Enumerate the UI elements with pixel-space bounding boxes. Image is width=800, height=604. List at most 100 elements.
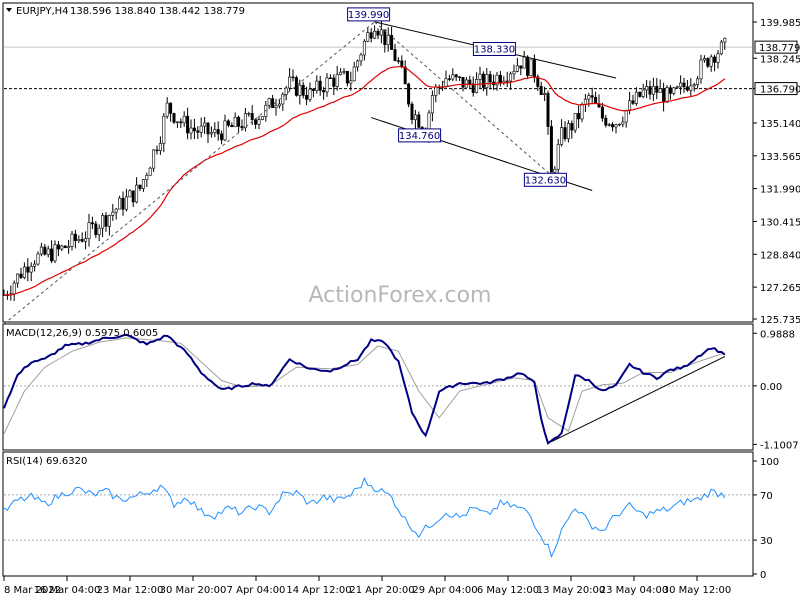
price-axis-label: 131.990 (760, 185, 800, 196)
candle-body (179, 121, 183, 124)
candle-body (233, 116, 237, 128)
candle-body (114, 208, 118, 213)
dropdown-triangle-icon[interactable] (6, 8, 12, 12)
candle-body (172, 113, 176, 123)
candle-body (376, 30, 380, 36)
candle-body (396, 60, 400, 62)
time-axis-label: 30 Mar 20:00 (160, 585, 227, 596)
candle-body (335, 74, 339, 87)
candle-body (451, 74, 455, 80)
candle-body (386, 35, 390, 45)
candle-body (645, 86, 649, 91)
candle-body (611, 124, 615, 128)
candle-body (223, 120, 227, 141)
candle-body (430, 95, 434, 114)
candle-body (33, 263, 37, 267)
candle-body (267, 98, 271, 106)
price-axis-label: 127.265 (760, 283, 800, 294)
candle-body (128, 190, 132, 198)
candle-body (665, 87, 669, 103)
candle-body (294, 77, 298, 96)
candle-body (325, 77, 329, 93)
candle-body (169, 102, 173, 114)
candle-body (359, 54, 363, 62)
time-axis-label: 13 May 20:00 (537, 585, 606, 596)
candle-body (617, 123, 621, 126)
macd-line (3, 333, 726, 445)
price-annotation-label: 139.990 (348, 10, 389, 21)
candle-body (107, 215, 111, 227)
price-title: EURJPY,H4 (16, 6, 69, 17)
candle-body (532, 59, 536, 78)
rsi-axis-label: 0 (760, 570, 766, 581)
macd-axis-label: 0.9888 (760, 329, 795, 340)
candle-body (209, 132, 213, 135)
candle-body (339, 71, 343, 75)
candle-body (281, 94, 285, 105)
candle-body (614, 124, 618, 128)
candle-body (583, 98, 587, 105)
price-axis-label: 136.790 (760, 85, 800, 96)
rsi-axis-label: 70 (760, 491, 773, 502)
price-axis-label: 133.565 (760, 152, 800, 163)
candle-body (29, 266, 33, 273)
candle-body (526, 56, 530, 76)
candle-body (87, 222, 91, 239)
candle-body (519, 65, 523, 69)
candle-body (407, 83, 411, 105)
candle-body (216, 129, 220, 135)
candle-body (699, 59, 703, 80)
axis-layer: 139.985 138.245 136.790 135.140 133.565 131.9… (3, 18, 800, 596)
candle-body (641, 89, 645, 97)
candle-body (332, 77, 336, 87)
candle-body (651, 85, 655, 95)
candle-body (682, 82, 686, 88)
candle-body (512, 71, 516, 75)
candle-body (495, 74, 499, 86)
candle-body (594, 96, 598, 104)
candle-body (444, 78, 448, 88)
candle-body (529, 59, 533, 76)
macd-axis-label: -1.1007 (760, 440, 799, 451)
candle-body (624, 110, 628, 123)
candle-body (668, 87, 672, 94)
candle-body (152, 149, 156, 169)
candle-body (600, 106, 604, 119)
candle-body (458, 76, 462, 78)
candle-body (22, 266, 26, 278)
ohlc-readout: 138.596 138.840 138.442 138.779 (70, 6, 245, 17)
candle-body (271, 98, 275, 108)
time-axis-label: 8 Mar 2022 (4, 585, 61, 596)
candle-body (118, 197, 122, 210)
candle-body (471, 83, 475, 93)
candle-body (362, 40, 366, 56)
candle-body (43, 246, 47, 255)
candle-body (162, 115, 166, 144)
time-axis-label: 7 Apr 04:00 (227, 585, 286, 596)
price-axis-label: 138.245 (760, 54, 800, 65)
candle-body (90, 222, 94, 225)
time-axis-label: 21 Apr 20:00 (349, 585, 414, 596)
candle-body (36, 253, 40, 265)
price-panel (2, 2, 754, 323)
rsi-line (3, 476, 726, 559)
candle-body (318, 80, 322, 91)
candle-body (124, 196, 128, 210)
candle-body (104, 215, 108, 227)
candle-body (383, 29, 387, 45)
candle-body (505, 80, 509, 83)
time-axis-label: 23 Mar 12:00 (97, 585, 164, 596)
candle-body (478, 73, 482, 80)
candle-body (342, 71, 346, 73)
candle-body (345, 71, 349, 84)
candle-body (369, 32, 373, 39)
candle-body (461, 77, 465, 88)
watermark: ActionForex.com (309, 283, 492, 308)
price-annotation-label: 138.330 (474, 44, 515, 55)
candle-body (226, 120, 230, 126)
candle-body (546, 93, 550, 127)
candle-body (298, 84, 302, 96)
candle-body (498, 74, 502, 84)
